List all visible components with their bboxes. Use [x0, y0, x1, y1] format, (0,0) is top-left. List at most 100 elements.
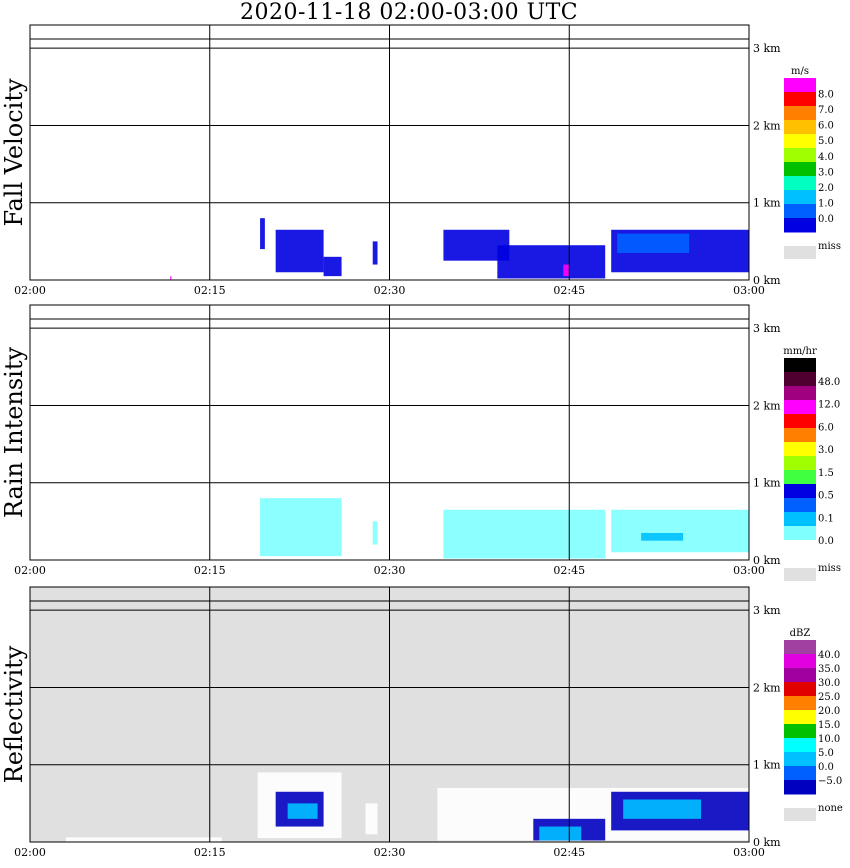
- legend-tick-label: 6.0: [818, 121, 834, 132]
- echo-cell: [372, 521, 378, 545]
- legend-tick-label: 40.0: [818, 650, 840, 661]
- panel-fall-velocity: 02:00 02:15 02:30 02:45 03:00 1 km 2 km 3 km 0 k…: [0, 24, 841, 297]
- legend-tick-label: 12.0: [818, 400, 840, 411]
- legend-swatch: [784, 710, 816, 725]
- legend-tick-label: 0.1: [818, 513, 834, 524]
- legend-swatch: [784, 176, 816, 191]
- echo-cell: [365, 803, 378, 835]
- legend-tick-label: 5.0: [818, 748, 834, 759]
- legend-tick-label: 8.0: [818, 90, 834, 101]
- legend-swatch: [784, 358, 816, 373]
- x-tick-label: 02:15: [194, 564, 226, 577]
- echo-cell: [275, 229, 324, 273]
- panel-rain-intensity: 02:00 02:15 02:30 02:45 03:00 1 km 2 km 3 km 0 k…: [0, 304, 841, 581]
- x-tick-label: 02:45: [553, 564, 585, 577]
- legend-tick-label: 30.0: [818, 678, 840, 689]
- legend-swatch: [784, 106, 816, 121]
- legend-tick-label: −5.0: [818, 776, 842, 787]
- legend-swatch: [784, 484, 816, 499]
- legend-tick-label: 48.0: [818, 377, 840, 388]
- legend-swatch: [784, 498, 816, 513]
- y-tick-label: 2 km: [753, 681, 781, 694]
- legend-unit: dBZ: [790, 628, 811, 639]
- y-tick-label: 0 km: [753, 836, 781, 849]
- y-tick-label: 1 km: [753, 197, 781, 210]
- legend-swatch: [784, 120, 816, 135]
- legend-tick-label: 4.0: [818, 152, 834, 163]
- legend-swatch: [784, 724, 816, 739]
- legend-swatch: [784, 400, 816, 415]
- legend-swatch: [784, 654, 816, 669]
- legend-missing-label: miss: [818, 563, 841, 574]
- y-tick-label: 2 km: [753, 119, 781, 132]
- legend-swatch: [784, 190, 816, 205]
- plot-frame: [29, 304, 750, 561]
- chart-title: 2020-11-18 02:00-03:00 UTC: [240, 0, 579, 25]
- legend-tick-label: 35.0: [818, 664, 840, 675]
- x-tick-label: 02:45: [553, 846, 585, 859]
- legend-missing-swatch: [784, 246, 816, 259]
- legend-swatch: [784, 696, 816, 711]
- legend-swatch: [784, 456, 816, 471]
- echo-cell: [611, 509, 749, 553]
- legend-swatch: [784, 386, 816, 401]
- colorbar-legend: dBZ 40.0 35.0 30.0 25.0 20.0 15.0 10.0 5.0 0.0 −5.…: [784, 628, 843, 821]
- echo-cell: [539, 826, 582, 841]
- legend-swatch: [784, 738, 816, 753]
- legend-tick-label: 5.0: [818, 136, 834, 147]
- y-tick-label: 2 km: [753, 399, 781, 412]
- legend-unit: mm/hr: [783, 346, 817, 357]
- x-tick-label: 02:00: [14, 846, 46, 859]
- legend-swatch: [784, 470, 816, 485]
- echo-cell: [497, 245, 606, 279]
- legend-tick-label: 1.0: [818, 198, 834, 209]
- legend-tick-label: 0.0: [818, 214, 834, 225]
- legend-tick-label: 3.0: [818, 167, 834, 178]
- legend-swatch: [784, 148, 816, 163]
- legend-swatch: [784, 780, 816, 795]
- legend-swatch: [784, 526, 816, 541]
- x-tick-label: 02:45: [553, 284, 585, 297]
- plot-frame: [29, 586, 750, 843]
- x-tick-label: 03:00: [733, 284, 765, 297]
- legend-swatch: [784, 752, 816, 767]
- y-tick-label: 1 km: [753, 759, 781, 772]
- echo-cell: [641, 532, 684, 541]
- legend-swatch: [784, 162, 816, 177]
- legend-swatch: [784, 640, 816, 655]
- legend-swatch: [784, 218, 816, 233]
- colorbar-legend: m/s 8.0 7.0 6.0 5.0 4.0 3.0 2.0 1.0 0.0 miss: [784, 66, 841, 259]
- x-tick-label: 02:30: [374, 564, 406, 577]
- echo-cell: [563, 264, 570, 277]
- legend-tick-label: 10.0: [818, 734, 840, 745]
- echo-cell: [65, 837, 222, 842]
- legend-swatch: [784, 428, 816, 443]
- x-tick-label: 02:30: [374, 284, 406, 297]
- legend-missing-swatch: [784, 568, 816, 581]
- legend-missing-label: miss: [818, 241, 841, 252]
- echo-cell: [287, 803, 318, 819]
- x-tick-label: 02:30: [374, 846, 406, 859]
- x-tick-label: 02:00: [14, 284, 46, 297]
- legend-swatch: [784, 134, 816, 149]
- x-tick-label: 03:00: [733, 846, 765, 859]
- y-axis-title: Rain Intensity: [0, 347, 28, 519]
- legend-tick-label: 1.5: [818, 468, 834, 479]
- echo-cell: [443, 509, 606, 559]
- colorbar-legend: mm/hr 48.0 12.0 6.0 3.0 1.5 0.5 0.1 0.0 miss: [783, 346, 841, 581]
- x-tick-label: 03:00: [733, 564, 765, 577]
- echo-cell: [170, 276, 172, 280]
- legend-swatch: [784, 442, 816, 457]
- legend-swatch: [784, 540, 816, 555]
- legend-swatch: [784, 512, 816, 527]
- legend-tick-label: 2.0: [818, 183, 834, 194]
- echo-cell: [617, 233, 690, 253]
- x-tick-label: 02:15: [194, 284, 226, 297]
- legend-swatch: [784, 372, 816, 387]
- panel-reflectivity: 02:00 02:15 02:30 02:45 03:00 1 km 2 km 3 km 0 k…: [0, 586, 843, 859]
- legend-tick-label: 3.0: [818, 445, 834, 456]
- y-axis-title: Reflectivity: [0, 645, 28, 783]
- legend-swatch: [784, 92, 816, 107]
- legend-swatch: [784, 668, 816, 683]
